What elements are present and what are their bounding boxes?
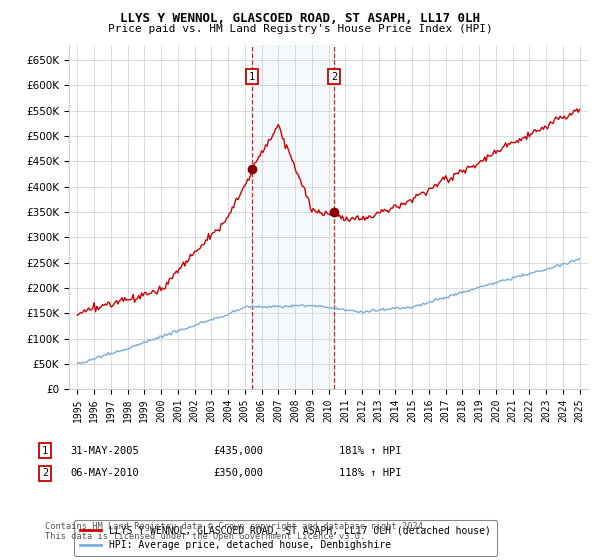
Legend: LLYS Y WENNOL, GLASCOED ROAD, ST ASAPH, LL17 0LH (detached house), HPI: Average : LLYS Y WENNOL, GLASCOED ROAD, ST ASAPH, … bbox=[74, 520, 497, 556]
Text: 1: 1 bbox=[248, 72, 255, 82]
Text: 2: 2 bbox=[331, 72, 337, 82]
Text: Contains HM Land Registry data © Crown copyright and database right 2024.
This d: Contains HM Land Registry data © Crown c… bbox=[45, 522, 428, 542]
Text: Price paid vs. HM Land Registry's House Price Index (HPI): Price paid vs. HM Land Registry's House … bbox=[107, 24, 493, 34]
Text: 181% ↑ HPI: 181% ↑ HPI bbox=[339, 446, 401, 456]
Text: 31-MAY-2005: 31-MAY-2005 bbox=[71, 446, 140, 456]
Text: 06-MAY-2010: 06-MAY-2010 bbox=[71, 468, 140, 478]
Text: LLYS Y WENNOL, GLASCOED ROAD, ST ASAPH, LL17 0LH: LLYS Y WENNOL, GLASCOED ROAD, ST ASAPH, … bbox=[120, 12, 480, 25]
Text: 2: 2 bbox=[42, 468, 48, 478]
Bar bbox=[252, 45, 334, 389]
Text: £435,000: £435,000 bbox=[213, 446, 263, 456]
Text: £350,000: £350,000 bbox=[213, 468, 263, 478]
Text: 118% ↑ HPI: 118% ↑ HPI bbox=[339, 468, 401, 478]
Text: 1: 1 bbox=[42, 446, 48, 456]
